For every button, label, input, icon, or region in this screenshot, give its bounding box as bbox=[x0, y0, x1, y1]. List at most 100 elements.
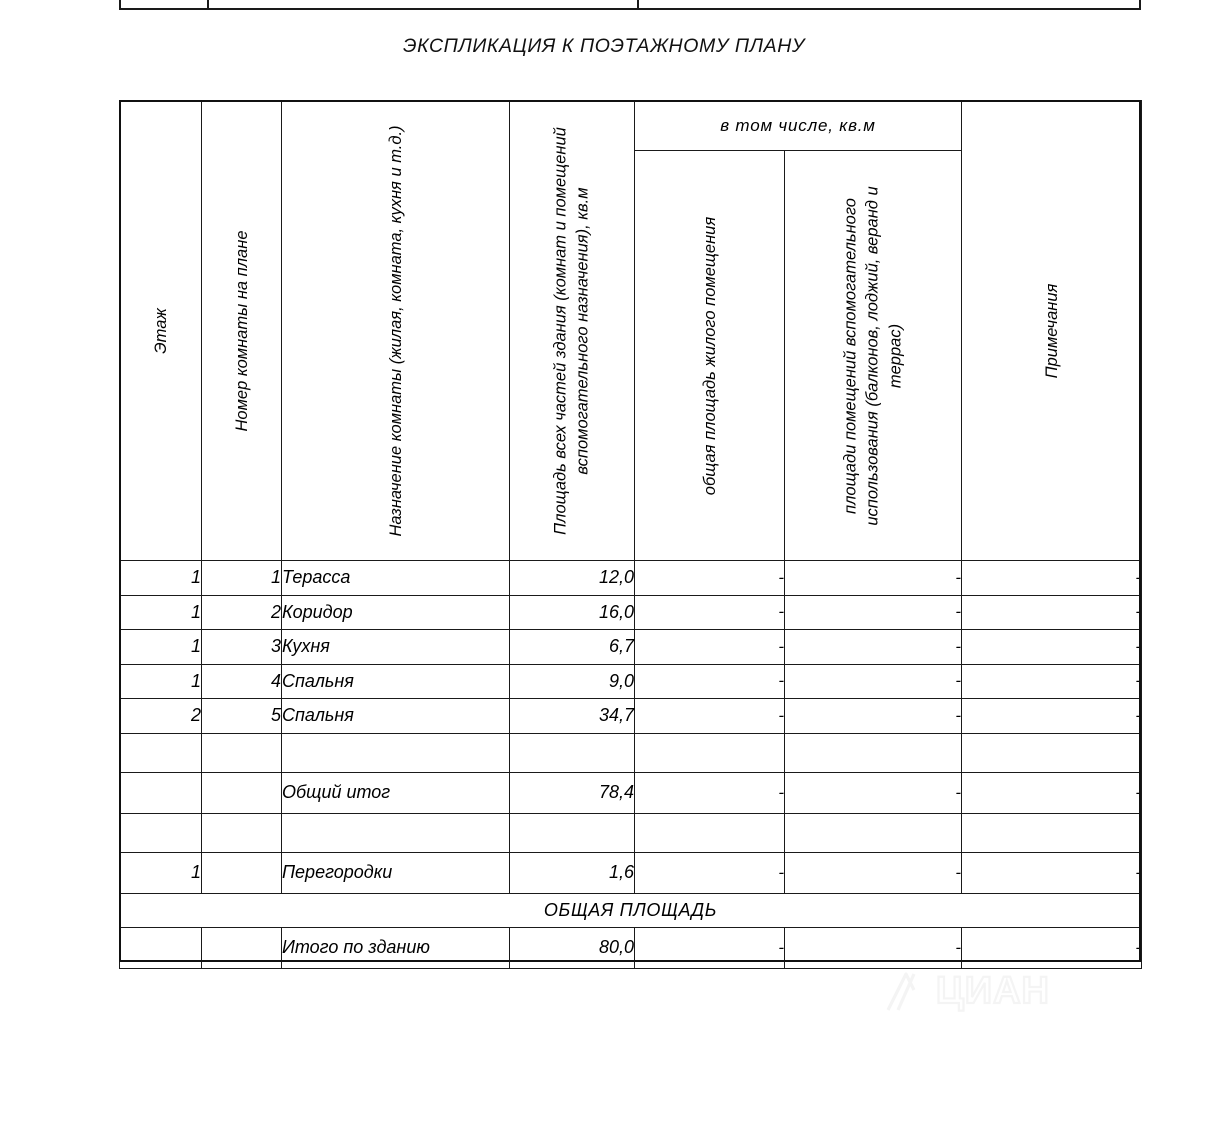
table-row: 1 4 Спальня 9,0- - - bbox=[119, 663, 1142, 699]
cell-purpose: Общий итог bbox=[281, 771, 510, 814]
cell-notes: - bbox=[961, 594, 1142, 630]
cell-room-number bbox=[201, 851, 282, 894]
column-header-group-included-label: в том числе, кв.м bbox=[720, 115, 876, 135]
cell-notes: - bbox=[961, 851, 1142, 894]
cell-room-number: 1 bbox=[201, 560, 282, 596]
cell-auxiliary-area: - bbox=[784, 560, 962, 596]
cell-purpose: Перегородки bbox=[281, 851, 510, 894]
table-section-row: ОБЩАЯ ПЛОЩАДЬ bbox=[119, 892, 1142, 928]
cell-room-number: 3 bbox=[201, 629, 282, 665]
cell-living-area: - bbox=[634, 560, 785, 596]
cell-purpose: Терасса bbox=[281, 560, 510, 596]
cell-purpose: Кухня bbox=[281, 629, 510, 665]
table-row: Общий итог 78,4- - - bbox=[119, 771, 1142, 814]
cell-floor bbox=[119, 732, 202, 773]
cell-notes bbox=[961, 732, 1142, 773]
cell-living-area bbox=[634, 732, 785, 773]
cell-total-area: 78,4 bbox=[509, 771, 635, 814]
cell-auxiliary-area: - bbox=[784, 771, 962, 814]
cell-auxiliary-area: - bbox=[784, 663, 962, 699]
cell-floor bbox=[119, 771, 202, 814]
cell-living-area: - bbox=[634, 629, 785, 665]
cell-floor: 1 bbox=[119, 629, 202, 665]
cell-notes: - bbox=[961, 771, 1142, 814]
cell-total-area: 12,0 bbox=[509, 560, 635, 596]
cell-floor: 1 bbox=[119, 594, 202, 630]
cell-floor: 2 bbox=[119, 698, 202, 734]
cell-total-area: 34,7 bbox=[509, 698, 635, 734]
column-header-room-number: Номер комнаты на плане bbox=[201, 100, 282, 561]
fragment-divider-right bbox=[637, 0, 639, 8]
column-header-purpose-label: Назначение комнаты (жилая, комната, кухн… bbox=[386, 124, 405, 537]
cell-purpose: Коридор bbox=[281, 594, 510, 630]
cell-purpose bbox=[281, 732, 510, 773]
table-row: 1 2 Коридор 16,0- - - bbox=[119, 594, 1142, 630]
column-header-floor: Этаж bbox=[119, 100, 202, 561]
cell-auxiliary-area: - bbox=[784, 629, 962, 665]
cell-total-area bbox=[509, 732, 635, 773]
total-cell-living-area: - bbox=[634, 926, 785, 969]
cell-notes: - bbox=[961, 629, 1142, 665]
column-header-purpose: Назначение комнаты (жилая, комната, кухн… bbox=[281, 100, 510, 561]
cell-room-number bbox=[201, 732, 282, 773]
table-row-spacer bbox=[119, 812, 1142, 853]
cell-floor: 1 bbox=[119, 663, 202, 699]
table-row: 1 1 Терасса 12,0- - - bbox=[119, 560, 1142, 596]
table-body: 1 1 Терасса 12,0- - -1 2 Коридор 16,0- - -1 3 Кухня 6… bbox=[119, 560, 1142, 969]
cell-floor bbox=[119, 812, 202, 853]
cell-auxiliary-area: - bbox=[784, 594, 962, 630]
column-header-notes-label: Примечания bbox=[1042, 283, 1061, 378]
cell-living-area: - bbox=[634, 663, 785, 699]
column-header-living-area: общая площадь жилого помещения bbox=[634, 150, 785, 561]
cell-notes: - bbox=[961, 560, 1142, 596]
cian-watermark-text: ЦИАН bbox=[935, 969, 1050, 1013]
cian-logo-icon bbox=[886, 972, 916, 1011]
table-section-label: ОБЩАЯ ПЛОЩАДЬ bbox=[119, 892, 1142, 928]
cian-watermark: ЦИАН bbox=[884, 968, 1100, 1016]
cell-notes: - bbox=[961, 663, 1142, 699]
cell-room-number bbox=[201, 812, 282, 853]
cell-room-number: 4 bbox=[201, 663, 282, 699]
cell-total-area: 6,7 bbox=[509, 629, 635, 665]
table-row: 1 3 Кухня 6,7- - - bbox=[119, 629, 1142, 665]
column-header-living-area-label: общая площадь жилого помещения bbox=[700, 216, 719, 495]
cell-purpose bbox=[281, 812, 510, 853]
cell-notes bbox=[961, 812, 1142, 853]
total-cell-room-number bbox=[201, 926, 282, 969]
column-header-total-area-label: Площадь всех частей здания (комнат и пом… bbox=[551, 126, 592, 535]
header-row-sub: общая площадь жилого помещения площади п… bbox=[120, 150, 1142, 561]
page-title: ЭКСПЛИКАЦИЯ К ПОЭТАЖНОМУ ПЛАНУ bbox=[403, 35, 805, 57]
fragment-divider-left bbox=[207, 0, 209, 8]
header-row-top: Этаж Номер комнаты на плане Назначение к… bbox=[119, 100, 1142, 561]
column-header-auxiliary-area: площади помещений вспомогательного испол… bbox=[784, 150, 962, 561]
column-header-group-included: в том числе, кв.м bbox=[634, 100, 962, 151]
top-table-fragment bbox=[119, 0, 1141, 10]
total-cell-notes: - bbox=[961, 926, 1142, 969]
cell-purpose: Спальня bbox=[281, 698, 510, 734]
cell-room-number: 2 bbox=[201, 594, 282, 630]
cell-auxiliary-area: - bbox=[784, 698, 962, 734]
cell-floor: 1 bbox=[119, 851, 202, 894]
cell-purpose: Спальня bbox=[281, 663, 510, 699]
cell-floor: 1 bbox=[119, 560, 202, 596]
table-row-spacer bbox=[119, 732, 1142, 773]
cell-room-number: 5 bbox=[201, 698, 282, 734]
table-row: 1 Перегородки 1,6- - - bbox=[119, 851, 1142, 894]
cell-total-area: 1,6 bbox=[509, 851, 635, 894]
cell-living-area bbox=[634, 812, 785, 853]
cell-auxiliary-area bbox=[784, 812, 962, 853]
total-cell-purpose: Итого по зданию bbox=[281, 926, 510, 969]
column-header-total-area: Площадь всех частей здания (комнат и пом… bbox=[509, 100, 635, 561]
cell-living-area: - bbox=[634, 594, 785, 630]
total-cell-auxiliary-area: - bbox=[784, 926, 962, 969]
column-header-floor-label: Этаж bbox=[151, 307, 170, 354]
explication-table-container: Этаж Номер комнаты на плане Назначение к… bbox=[119, 100, 1142, 969]
cell-room-number bbox=[201, 771, 282, 814]
column-header-room-number-label: Номер комнаты на плане bbox=[232, 230, 251, 432]
table-header: Этаж Номер комнаты на плане Назначение к… bbox=[119, 100, 1142, 561]
column-header-auxiliary-area-label: площади помещений вспомогательного испол… bbox=[841, 185, 905, 526]
cell-living-area: - bbox=[634, 851, 785, 894]
cell-auxiliary-area bbox=[784, 732, 962, 773]
table-total-row: Итого по зданию 80,0- - - bbox=[119, 926, 1142, 969]
cell-notes: - bbox=[961, 698, 1142, 734]
